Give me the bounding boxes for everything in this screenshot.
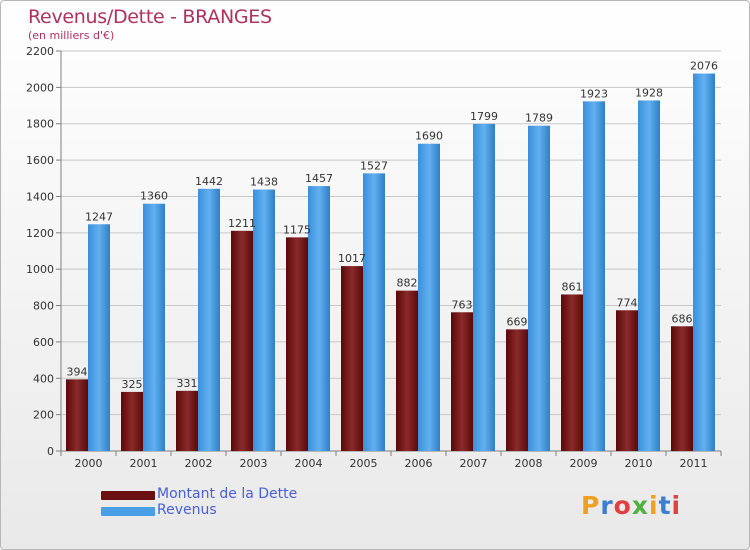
y-tick-label: 1600 <box>26 154 54 167</box>
bar-revenus <box>638 100 660 452</box>
data-label-dette: 1211 <box>228 217 256 230</box>
legend-label-dette: Montant de la Dette <box>157 486 298 502</box>
data-label-dette: 861 <box>562 280 583 293</box>
bar-dette <box>671 326 693 451</box>
data-labels: 394 1247 325 1360 331 1442 1211 1438 1175 1457 101… <box>67 60 719 391</box>
data-label-revenus: 1527 <box>360 159 388 172</box>
logo-letter: i <box>671 491 682 520</box>
data-label-revenus: 1360 <box>140 190 168 203</box>
y-tick-label: 800 <box>33 300 54 313</box>
x-tick-label: 2006 <box>405 457 433 470</box>
data-label-dette: 763 <box>452 298 473 311</box>
x-tick-label: 2007 <box>460 457 488 470</box>
bar-revenus <box>308 186 330 451</box>
x-tick-label: 2001 <box>130 457 158 470</box>
legend-label-revenus: Revenus <box>157 502 217 518</box>
data-label-dette: 774 <box>617 296 638 309</box>
data-label-dette: 1017 <box>338 252 366 265</box>
bar-revenus <box>198 188 220 451</box>
bar-dette <box>396 290 418 451</box>
y-tick-label: 0 <box>47 445 54 458</box>
x-tick-label: 2004 <box>295 457 323 470</box>
data-label-revenus: 1928 <box>635 86 663 99</box>
bar-revenus <box>143 203 165 451</box>
chart-title: Revenus/Dette - BRANGES <box>28 6 272 28</box>
bar-dette <box>451 312 473 451</box>
bar-revenus <box>363 173 385 451</box>
bar-dette <box>341 266 363 451</box>
y-tick-label: 2000 <box>26 81 54 94</box>
logo-letter: r <box>600 491 614 520</box>
x-tick-label: 2002 <box>185 457 213 470</box>
bar-dette <box>561 294 583 451</box>
data-label-revenus: 1690 <box>415 130 443 143</box>
data-label-revenus: 2076 <box>690 60 718 73</box>
data-label-dette: 669 <box>507 315 528 328</box>
bar-revenus <box>88 224 110 451</box>
y-tick-label: 2200 <box>26 45 54 58</box>
bar-dette <box>66 379 88 451</box>
data-label-dette: 882 <box>397 277 418 290</box>
data-label-revenus: 1799 <box>470 110 498 123</box>
y-tick-label: 600 <box>33 336 54 349</box>
data-label-revenus: 1438 <box>250 176 278 189</box>
bar-dette <box>506 329 528 451</box>
x-tick-label: 2011 <box>680 457 708 470</box>
data-label-dette: 325 <box>122 378 143 391</box>
y-tick-label: 400 <box>33 372 54 385</box>
y-tick-label: 1800 <box>26 118 54 131</box>
data-label-dette: 394 <box>67 365 88 378</box>
bar-dette <box>231 230 253 451</box>
bar-dette <box>286 237 308 451</box>
logo-letter: o <box>613 491 632 520</box>
bar-revenus <box>693 73 715 451</box>
legend-swatch-revenus <box>101 507 155 516</box>
x-tick-label: 2009 <box>570 457 598 470</box>
data-label-revenus: 1457 <box>305 172 333 185</box>
logo-letter: t <box>658 491 672 520</box>
logo-letter: P <box>581 491 601 520</box>
x-tick-label: 2000 <box>75 457 103 470</box>
data-label-revenus: 1442 <box>195 175 223 188</box>
bar-dette <box>616 310 638 451</box>
y-tick-label: 1000 <box>26 263 54 276</box>
y-tick-label: 1400 <box>26 190 54 203</box>
bar-revenus <box>253 189 275 451</box>
y-tick-label: 200 <box>33 409 54 422</box>
data-label-dette: 686 <box>672 312 693 325</box>
x-tick-label: 2010 <box>625 457 653 470</box>
bar-revenus <box>583 101 605 451</box>
logo-letter: i <box>649 491 659 520</box>
bar-dette <box>121 391 143 451</box>
x-tick-label: 2008 <box>515 457 543 470</box>
data-label-revenus: 1789 <box>525 112 553 125</box>
bar-revenus <box>418 143 440 451</box>
bar-revenus <box>528 125 550 452</box>
logo-letter: x <box>631 491 649 520</box>
chart-subtitle: (en milliers d'€) <box>28 29 115 42</box>
axes: 0 200 400 600 800 1000 1200 1400 1600 1800 2000 220… <box>26 45 722 470</box>
bar-revenus <box>473 123 495 451</box>
x-tick-label: 2005 <box>350 457 378 470</box>
y-tick-label: 1200 <box>26 227 54 240</box>
proxiti-logo: Proxiti <box>581 491 681 520</box>
data-label-revenus: 1247 <box>85 210 113 223</box>
legend-swatch-dette <box>101 491 155 500</box>
data-label-dette: 331 <box>177 377 198 390</box>
data-label-revenus: 1923 <box>580 87 608 100</box>
data-label-dette: 1175 <box>283 223 311 236</box>
grid <box>61 50 721 416</box>
bar-dette <box>176 390 198 451</box>
x-tick-label: 2003 <box>240 457 268 470</box>
bars <box>66 73 715 452</box>
